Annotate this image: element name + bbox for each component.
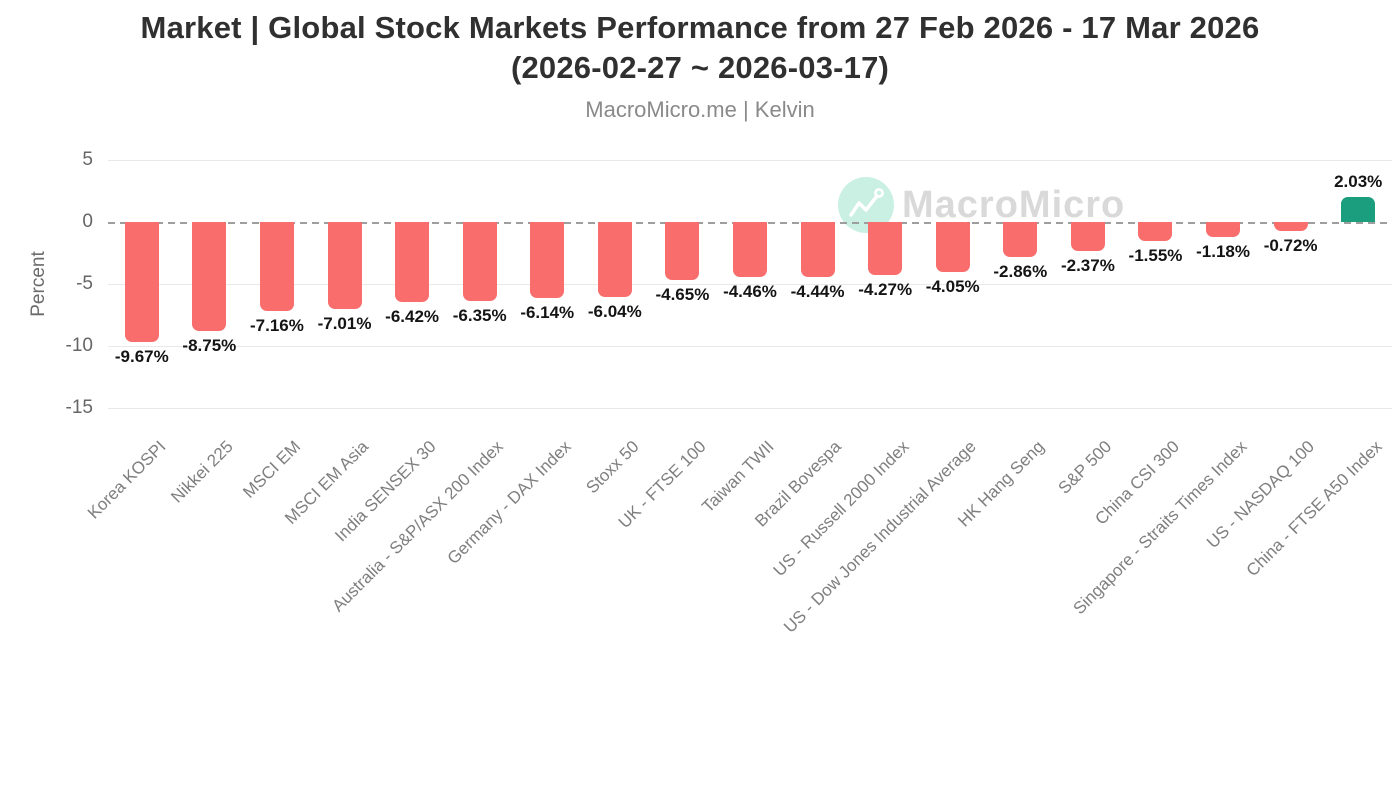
bar <box>259 222 294 311</box>
bar <box>530 222 565 299</box>
x-axis-label: Korea KOSPI <box>83 437 170 523</box>
bar <box>462 222 497 301</box>
bar <box>1341 196 1376 222</box>
chart-source: MacroMicro.me | Kelvin <box>585 97 815 122</box>
macromicro-logo-icon <box>838 177 894 233</box>
bar <box>868 222 903 275</box>
x-axis-label: S&P 500 <box>1054 437 1116 498</box>
watermark: MacroMicro <box>838 177 1125 233</box>
bar <box>665 222 700 280</box>
bar <box>192 222 227 331</box>
x-axis-label: Nikkei 225 <box>167 437 237 507</box>
bar <box>733 222 767 278</box>
x-axis-label: US - Russell 2000 Index <box>769 437 913 581</box>
bar <box>1138 222 1173 242</box>
y-tick-label: -15 <box>65 397 93 418</box>
value-label: -1.18% <box>1196 241 1250 261</box>
value-label: -1.55% <box>1128 246 1183 266</box>
bar <box>327 222 362 309</box>
y-tick-label: -10 <box>65 335 93 356</box>
x-axis-label: China - FTSE A50 Index <box>1242 437 1386 581</box>
bar <box>1003 222 1038 258</box>
chart-header: Market | Global Stock Markets Performanc… <box>0 8 1400 123</box>
bar <box>1206 222 1241 237</box>
chart-title-line1: Market | Global Stock Markets Performanc… <box>140 10 1260 45</box>
value-label: -4.46% <box>723 282 777 302</box>
value-label: -7.16% <box>250 315 304 335</box>
watermark-text: MacroMicro <box>902 184 1126 226</box>
value-label: -6.14% <box>520 303 575 323</box>
bar <box>395 222 430 302</box>
value-label: -6.42% <box>385 306 440 326</box>
bar <box>124 222 159 342</box>
value-label: -9.67% <box>114 346 169 366</box>
x-axis-label: Germany - DAX Index <box>443 437 575 569</box>
value-label: -8.75% <box>182 335 237 355</box>
value-label: -2.86% <box>993 262 1048 282</box>
chart-title-line2: (2026-02-27 ~ 2026-03-17) <box>510 50 890 85</box>
value-label: -4.65% <box>655 284 710 304</box>
value-label: -4.27% <box>858 279 913 299</box>
gridline <box>108 160 1392 161</box>
bar <box>1273 222 1308 231</box>
y-tick-label: -5 <box>76 273 93 294</box>
bar <box>800 222 835 278</box>
value-label: 2.03% <box>1334 171 1383 191</box>
plot-area: MacroMicro Percent 5 0 -5 -10 -15 -9.67% Korea… <box>28 149 1392 637</box>
value-label: -0.72% <box>1263 235 1318 255</box>
value-label: -4.44% <box>790 282 845 302</box>
value-label: -7.01% <box>317 313 372 333</box>
value-label: -2.37% <box>1060 256 1115 276</box>
y-tick-label: 0 <box>82 211 93 232</box>
value-label: -4.05% <box>925 277 980 297</box>
y-tick-label: 5 <box>82 149 93 170</box>
x-axis-label: Stoxx 50 <box>582 437 643 498</box>
x-axis-label: MSCI EM <box>239 437 305 502</box>
value-label: -6.35% <box>452 305 507 325</box>
bar <box>597 222 632 297</box>
value-label: -6.04% <box>587 301 642 321</box>
bar <box>935 222 970 273</box>
gridline <box>108 284 1392 285</box>
bar <box>1070 222 1105 252</box>
gridline <box>108 346 1392 347</box>
gridline <box>108 408 1392 409</box>
